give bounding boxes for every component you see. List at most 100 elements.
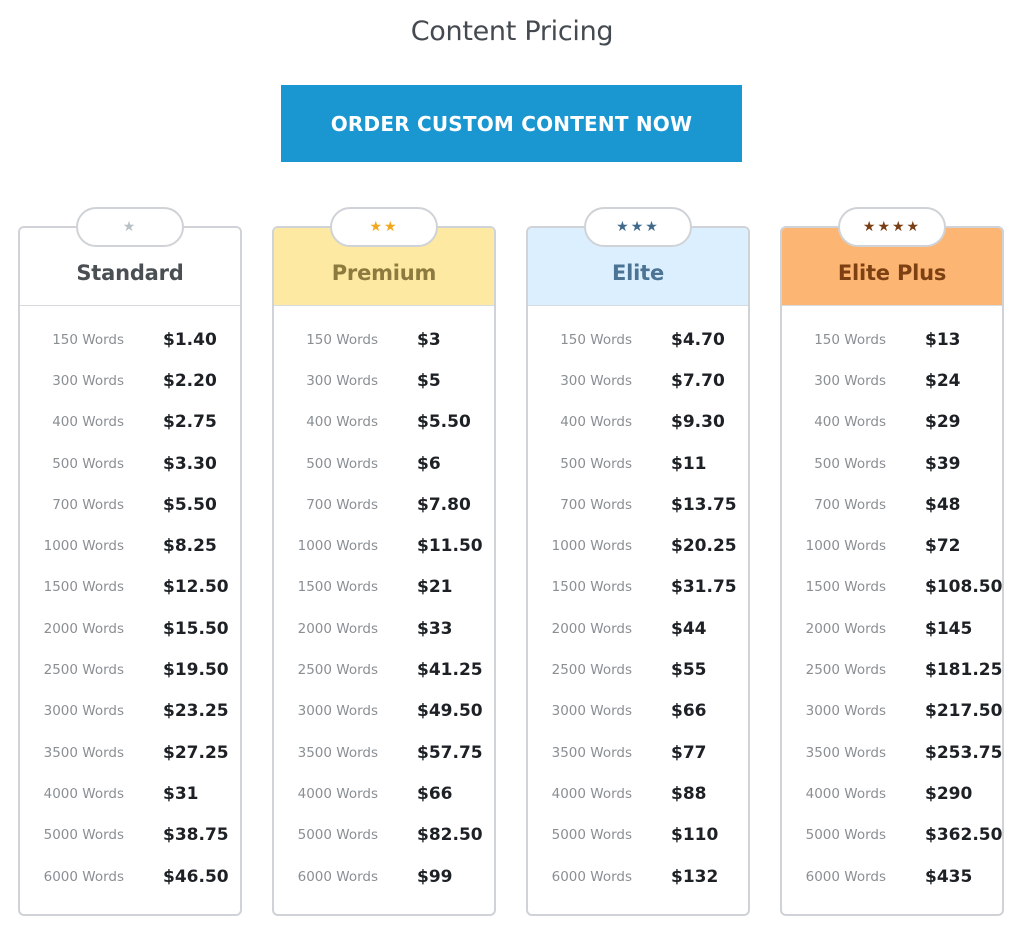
word-count: 3000 Words — [43, 703, 124, 720]
price-row: 300 Words $7.70 — [528, 360, 748, 401]
price: $48 — [925, 494, 961, 515]
price-row: 1500 Words $12.50 — [20, 567, 240, 608]
price: $3.30 — [163, 453, 217, 474]
word-count: 3000 Words — [805, 703, 886, 720]
price-row: 150 Words $1.40 — [20, 319, 240, 360]
word-count: 1000 Words — [551, 538, 632, 555]
price: $6 — [417, 453, 441, 474]
price: $33 — [417, 618, 453, 639]
price: $29 — [925, 412, 961, 433]
word-count: 300 Words — [52, 372, 124, 389]
word-count: 300 Words — [560, 372, 632, 389]
price: $23.25 — [163, 701, 229, 722]
word-count: 1000 Words — [43, 538, 124, 555]
price-row: 1000 Words $8.25 — [20, 525, 240, 566]
word-count: 700 Words — [814, 496, 886, 513]
price: $7.70 — [671, 370, 725, 391]
price-row: 1500 Words $31.75 — [528, 567, 748, 608]
price-row: 2000 Words $15.50 — [20, 608, 240, 649]
price-row: 2500 Words $41.25 — [274, 649, 494, 690]
price-row: 500 Words $11 — [528, 443, 748, 484]
price-row: 300 Words $2.20 — [20, 360, 240, 401]
word-count: 500 Words — [52, 455, 124, 472]
price: $3 — [417, 329, 441, 350]
word-count: 2500 Words — [805, 662, 886, 679]
price: $24 — [925, 370, 961, 391]
word-count: 6000 Words — [551, 868, 632, 885]
price-row: 1500 Words $108.50 — [782, 567, 1003, 608]
star-rating-icon: ★★★ — [584, 207, 692, 247]
price-row: 500 Words $3.30 — [20, 443, 240, 484]
word-count: 150 Words — [814, 331, 886, 348]
price: $21 — [417, 577, 453, 598]
price-row: 1000 Words $11.50 — [274, 525, 494, 566]
price-row: 150 Words $4.70 — [528, 319, 748, 360]
plan-name: Elite Plus — [837, 261, 947, 285]
page-title: Content Pricing — [410, 16, 614, 47]
word-count: 150 Words — [560, 331, 632, 348]
word-count: 3500 Words — [297, 744, 378, 761]
plan-card-elite-plus: ★★★★ Elite Plus 150 Words $13 300 Words $24 40… — [780, 207, 1004, 916]
order-custom-content-button[interactable]: ORDER CUSTOM CONTENT NOW — [281, 85, 742, 162]
word-count: 4000 Words — [805, 785, 886, 802]
price: $11.50 — [417, 536, 483, 557]
price-row: 6000 Words $435 — [782, 856, 1002, 897]
price-row: 150 Words $13 — [782, 319, 1002, 360]
price-row: 400 Words $9.30 — [528, 402, 748, 443]
price: $72 — [925, 536, 961, 557]
word-count: 400 Words — [814, 414, 886, 431]
price-list: 150 Words $13 300 Words $24 400 Words $29 500 … — [782, 319, 1003, 897]
word-count: 5000 Words — [43, 827, 124, 844]
plan-name: Standard — [76, 261, 184, 285]
price-row: 700 Words $48 — [782, 484, 1002, 525]
word-count: 6000 Words — [805, 868, 886, 885]
word-count: 2000 Words — [43, 620, 124, 637]
price-row: 300 Words $24 — [782, 360, 1002, 401]
price-row: 3500 Words $27.25 — [20, 732, 240, 773]
word-count: 3000 Words — [551, 703, 632, 720]
price: $66 — [417, 783, 453, 804]
price: $5.50 — [417, 412, 471, 433]
word-count: 5000 Words — [805, 827, 886, 844]
price: $27.25 — [163, 742, 229, 763]
star-rating-icon: ★ — [76, 207, 184, 247]
price-row: 2000 Words $145 — [782, 608, 1002, 649]
price: $8.25 — [163, 536, 217, 557]
price-row: 3500 Words $57.75 — [274, 732, 494, 773]
price: $41.25 — [417, 660, 483, 681]
price: $49.50 — [417, 701, 483, 722]
price-row: 1000 Words $20.25 — [528, 525, 748, 566]
word-count: 1500 Words — [297, 579, 378, 596]
plan-card-standard: ★ Standard 150 Words $1.40 300 Words $2.20 400… — [18, 207, 242, 916]
plan-card-premium: ★★ Premium 150 Words $3 300 Words $5 400 Words… — [272, 207, 496, 916]
word-count: 1500 Words — [551, 579, 632, 596]
price: $31 — [163, 783, 199, 804]
word-count: 6000 Words — [297, 868, 378, 885]
price-row: 500 Words $39 — [782, 443, 1002, 484]
price-row: 2500 Words $55 — [528, 649, 748, 690]
word-count: 400 Words — [560, 414, 632, 431]
price: $46.50 — [163, 866, 229, 887]
word-count: 4000 Words — [43, 785, 124, 802]
word-count: 2000 Words — [297, 620, 378, 637]
price-row: 2000 Words $44 — [528, 608, 748, 649]
word-count: 1000 Words — [805, 538, 886, 555]
word-count: 6000 Words — [43, 868, 124, 885]
price-row: 3500 Words $77 — [528, 732, 748, 773]
price: $44 — [671, 618, 707, 639]
price: $20.25 — [671, 536, 737, 557]
price: $39 — [925, 453, 961, 474]
word-count: 700 Words — [52, 496, 124, 513]
word-count: 300 Words — [814, 372, 886, 389]
plan-name: Premium — [331, 261, 437, 285]
price: $290 — [925, 783, 973, 804]
word-count: 1500 Words — [805, 579, 886, 596]
price: $110 — [671, 825, 719, 846]
price: $132 — [671, 866, 719, 887]
price: $13.75 — [671, 494, 737, 515]
word-count: 300 Words — [306, 372, 378, 389]
price-row: 2500 Words $181.25 — [782, 649, 1003, 690]
price-row: 5000 Words $38.75 — [20, 815, 240, 856]
price: $31.75 — [671, 577, 737, 598]
price: $5.50 — [163, 494, 217, 515]
